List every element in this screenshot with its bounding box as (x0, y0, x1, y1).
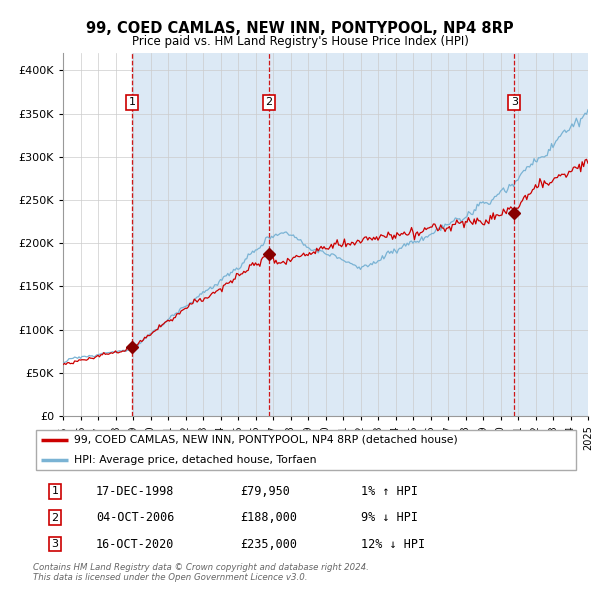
Text: 9% ↓ HPI: 9% ↓ HPI (361, 511, 418, 525)
Text: 2: 2 (265, 97, 272, 107)
Text: 1% ↑ HPI: 1% ↑ HPI (361, 485, 418, 498)
Bar (132, 53, 269, 416)
Text: 12% ↓ HPI: 12% ↓ HPI (361, 537, 425, 550)
Text: Contains HM Land Registry data © Crown copyright and database right 2024.
This d: Contains HM Land Registry data © Crown c… (33, 563, 369, 582)
Text: £188,000: £188,000 (241, 511, 298, 525)
Text: 99, COED CAMLAS, NEW INN, PONTYPOOL, NP4 8RP (detached house): 99, COED CAMLAS, NEW INN, PONTYPOOL, NP4… (74, 435, 458, 445)
Text: 16-OCT-2020: 16-OCT-2020 (96, 537, 174, 550)
Text: £235,000: £235,000 (241, 537, 298, 550)
Text: 04-OCT-2006: 04-OCT-2006 (96, 511, 174, 525)
Text: 99, COED CAMLAS, NEW INN, PONTYPOOL, NP4 8RP: 99, COED CAMLAS, NEW INN, PONTYPOOL, NP4… (86, 21, 514, 36)
Text: HPI: Average price, detached house, Torfaen: HPI: Average price, detached house, Torf… (74, 455, 316, 465)
Text: £79,950: £79,950 (241, 485, 290, 498)
Text: 1: 1 (129, 97, 136, 107)
Bar (514, 53, 588, 416)
Text: Price paid vs. HM Land Registry's House Price Index (HPI): Price paid vs. HM Land Registry's House … (131, 35, 469, 48)
Text: 1: 1 (52, 486, 58, 496)
Bar (269, 53, 514, 416)
Text: 2: 2 (51, 513, 58, 523)
Text: 3: 3 (52, 539, 58, 549)
Text: 3: 3 (511, 97, 518, 107)
Text: 17-DEC-1998: 17-DEC-1998 (96, 485, 174, 498)
